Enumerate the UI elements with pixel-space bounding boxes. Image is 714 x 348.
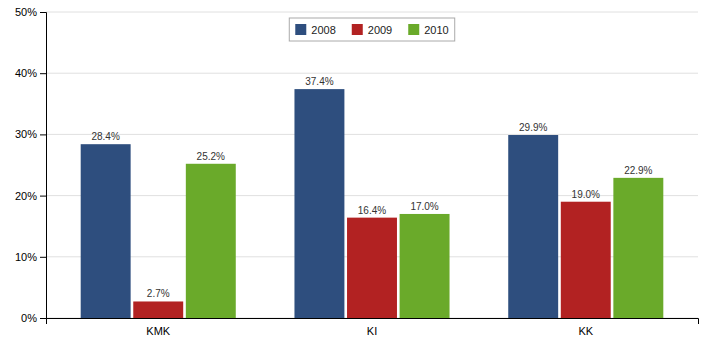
y-axis: 0% 10% 20% 30% 40% 50% (15, 6, 47, 324)
bar (508, 135, 558, 318)
y-tick-mark (40, 12, 46, 13)
x-axis-line (47, 319, 699, 325)
grid-line (46, 195, 698, 196)
data-label: 16.4% (358, 205, 386, 216)
y-tick-label: 0% (21, 312, 37, 324)
x-tick: KK (578, 325, 593, 337)
data-label: 19.0% (572, 189, 600, 200)
data-labels: 28.4% 37.4% 29.9% 2.7% 16.4% 19.0% 25.2% 17.0% 2… (91, 76, 652, 299)
bars (81, 89, 664, 318)
legend-item: 2008 (295, 24, 335, 36)
bar (561, 202, 611, 318)
legend-item: 2009 (352, 24, 392, 36)
plot: 28.4% 37.4% 29.9% 2.7% 16.4% 19.0% 25.2% 17.0% 2… (15, 6, 699, 337)
y-tick-label: 20% (15, 190, 37, 202)
legend: 2008 2009 2010 (289, 18, 454, 41)
grid-line (46, 73, 698, 74)
data-label: 29.9% (519, 122, 547, 133)
bar (294, 89, 344, 318)
bar (186, 164, 236, 318)
legend-item: 2010 (408, 24, 448, 36)
data-label: 28.4% (91, 131, 119, 142)
y-tick: 50% (15, 6, 46, 18)
y-tick-mark (40, 318, 46, 319)
y-tick-mark (40, 134, 46, 135)
y-tick: 40% (15, 67, 46, 79)
legend-label: 2008 (311, 24, 335, 36)
data-label: 17.0% (410, 201, 438, 212)
y-tick-label: 50% (15, 6, 37, 18)
data-label: 25.2% (197, 151, 225, 162)
grid-line (46, 134, 698, 135)
grid-line (46, 12, 698, 13)
x-tick-label: KMK (146, 325, 171, 337)
bar-series (81, 89, 558, 318)
y-tick: 10% (15, 251, 46, 263)
bar (400, 214, 450, 318)
x-tick-label: KK (578, 325, 593, 337)
legend-swatch (295, 24, 306, 35)
bar (81, 144, 131, 318)
y-tick-label: 30% (15, 128, 37, 140)
y-tick: 30% (15, 128, 46, 140)
y-tick: 0% (21, 312, 46, 324)
y-tick-mark (40, 196, 46, 197)
y-axis-line (40, 13, 47, 319)
data-label: 22.9% (624, 165, 652, 176)
legend-swatch (352, 24, 363, 35)
bar (347, 218, 397, 318)
bar (613, 178, 663, 318)
y-tick-label: 40% (15, 67, 37, 79)
y-tick-label: 10% (15, 251, 37, 263)
data-label: 2.7% (147, 288, 170, 299)
x-axis: KMK KI KK (47, 319, 699, 337)
x-tick-label: KI (367, 325, 377, 337)
legend-swatch (408, 24, 419, 35)
legend-box (289, 18, 454, 41)
data-label: 37.4% (305, 76, 333, 87)
y-tick: 20% (15, 190, 46, 202)
chart: 28.4% 37.4% 29.9% 2.7% 16.4% 19.0% 25.2% 17.0% 2… (0, 0, 714, 348)
x-tick: KI (367, 325, 377, 337)
y-tick-mark (40, 73, 46, 74)
bar-series (186, 164, 663, 318)
legend-label: 2010 (424, 24, 448, 36)
x-tick: KMK (146, 325, 171, 337)
y-tick-mark (40, 257, 46, 258)
bar (133, 301, 183, 318)
legend-label: 2009 (368, 24, 392, 36)
grid (46, 12, 698, 318)
